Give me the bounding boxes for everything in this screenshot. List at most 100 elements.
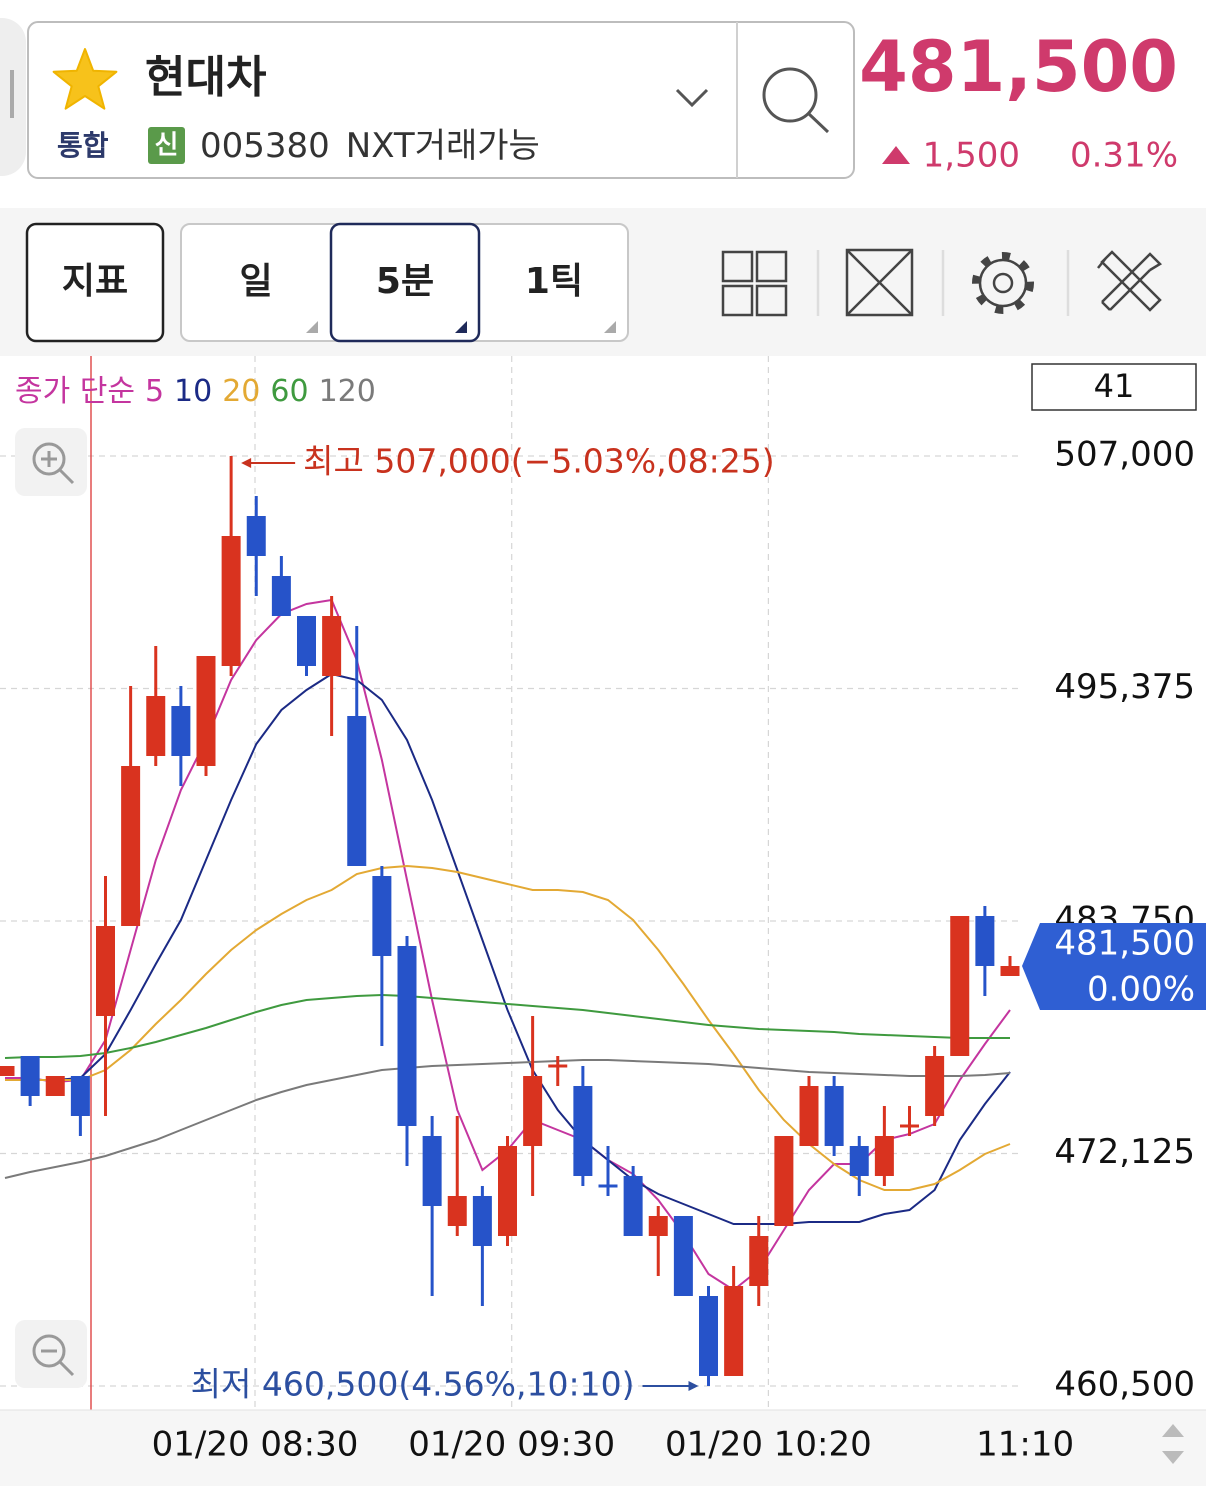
zoom-in-icon bbox=[32, 442, 66, 476]
period-buttons: 일 5분 1틱 bbox=[239, 261, 616, 333]
candle-body bbox=[347, 716, 367, 866]
legend-entry: 10 bbox=[174, 374, 212, 409]
candle-body bbox=[121, 766, 141, 926]
low-annotation: 최저 460,500(4.56%,10:10) bbox=[191, 1365, 635, 1404]
market-label: 통합 bbox=[57, 129, 109, 162]
legend-entry: 120 bbox=[319, 374, 376, 409]
period-button[interactable]: 5분 bbox=[376, 261, 434, 302]
stock-code: 005380 NXT거래가능 bbox=[200, 126, 540, 166]
up-arrow bbox=[882, 146, 910, 164]
candle-body bbox=[724, 1286, 744, 1376]
candle-body bbox=[774, 1136, 794, 1226]
legend-entry: 60 bbox=[270, 374, 308, 409]
x-tick-label: 01/20 09:30 bbox=[408, 1425, 615, 1465]
x-tick-label: 01/20 10:20 bbox=[665, 1425, 872, 1465]
y-tick-label: 472,125 bbox=[1054, 1132, 1195, 1172]
price-change: 1,500 bbox=[923, 136, 1020, 176]
zoom-in-icon-lines bbox=[41, 451, 75, 485]
candle-body bbox=[20, 1056, 40, 1096]
stock-name: 현대차 bbox=[145, 52, 266, 103]
scroll-down[interactable] bbox=[1162, 1451, 1184, 1464]
settings-icon-center bbox=[992, 272, 1014, 294]
moving-average-line bbox=[4, 993, 1010, 1059]
candle-body bbox=[975, 916, 995, 966]
search-box[interactable] bbox=[27, 21, 855, 179]
count-label: 41 bbox=[1094, 367, 1135, 405]
x-axis-bg bbox=[0, 1410, 1206, 1486]
last-change-label: 0.00% bbox=[1087, 970, 1195, 1010]
layout-icon-cell bbox=[721, 284, 754, 317]
candle-body bbox=[422, 1136, 442, 1206]
layout-icon[interactable] bbox=[721, 250, 754, 283]
indicator-label: 지표 bbox=[62, 261, 128, 302]
settings-icon[interactable] bbox=[972, 252, 1034, 314]
period-button[interactable]: 일 bbox=[239, 261, 272, 302]
period-selected bbox=[329, 222, 481, 343]
candle-body bbox=[849, 1146, 869, 1176]
zoom-out-icon-lines bbox=[41, 1349, 75, 1377]
candle-body bbox=[900, 1124, 919, 1128]
candle-body bbox=[799, 1086, 819, 1146]
period-button[interactable]: 1틱 bbox=[525, 261, 583, 302]
settings-icon-ring bbox=[978, 258, 1028, 308]
fullscreen-icon-line bbox=[846, 249, 913, 316]
candle-body bbox=[950, 916, 970, 1056]
tools-icon-wrench bbox=[1097, 250, 1162, 312]
chart-bg bbox=[0, 356, 1206, 1410]
last-price-tag bbox=[1022, 923, 1206, 1010]
zoom-in[interactable] bbox=[15, 428, 87, 496]
candle-body bbox=[472, 1196, 492, 1246]
scroll-up[interactable] bbox=[1162, 1424, 1184, 1437]
search-icon-handle bbox=[807, 112, 830, 134]
legend-entry: 20 bbox=[222, 374, 260, 409]
candle-body bbox=[623, 1176, 643, 1236]
candle-body bbox=[673, 1216, 693, 1296]
candle-body bbox=[447, 1196, 467, 1226]
moving-average-line bbox=[5, 864, 1011, 1191]
zoom-out[interactable] bbox=[15, 1320, 87, 1388]
price-change-rate: 0.31% bbox=[1070, 136, 1178, 176]
candle-body bbox=[45, 1076, 65, 1096]
candle-body bbox=[598, 1184, 618, 1188]
fullscreen-icon[interactable] bbox=[845, 248, 914, 317]
period-menu-corner bbox=[604, 321, 616, 333]
x-tick-label: 11:10 bbox=[976, 1425, 1074, 1465]
zoom-out-icon bbox=[32, 1334, 66, 1368]
x-axis: 01/20 08:30 01/20 09:30 01/20 10:20 11:10 bbox=[152, 1425, 1074, 1465]
candle-body bbox=[171, 706, 191, 756]
period-menu-corner bbox=[455, 321, 467, 333]
candle-body bbox=[271, 576, 291, 616]
legend-title: 종가 단순 bbox=[15, 374, 135, 409]
high-annotation: 최고 507,000(−5.03%,08:25) bbox=[303, 442, 775, 481]
plot bbox=[0, 456, 1020, 1386]
candle-body bbox=[824, 1086, 844, 1146]
count-box bbox=[1031, 363, 1197, 411]
stock-tag: NXT거래가능 bbox=[346, 126, 540, 166]
low-arrow-head bbox=[688, 1381, 699, 1391]
candle-body bbox=[246, 516, 266, 556]
candle-body bbox=[573, 1086, 593, 1176]
candle-body bbox=[322, 616, 342, 676]
moving-average-line bbox=[4, 1059, 1011, 1179]
x-tick-label: 01/20 08:30 bbox=[152, 1425, 359, 1465]
search-icon[interactable] bbox=[762, 67, 818, 123]
toolbar-icons bbox=[721, 248, 1163, 317]
y-tick-label: 460,500 bbox=[1054, 1365, 1195, 1405]
dropdown-chevron[interactable] bbox=[675, 88, 709, 108]
moving-average-line bbox=[5, 672, 1011, 1225]
candle-body bbox=[297, 616, 316, 666]
layout-icon-cell bbox=[755, 284, 788, 317]
candle-body bbox=[196, 656, 216, 766]
candle-body bbox=[648, 1216, 668, 1236]
candle-body bbox=[70, 1076, 90, 1116]
indicator-button[interactable] bbox=[25, 222, 165, 343]
candle-body bbox=[1000, 966, 1020, 976]
candle-body bbox=[749, 1236, 769, 1286]
last-price-label: 481,500 bbox=[1054, 924, 1195, 964]
legend: 종가 단순 5 10 20 60 120 bbox=[15, 374, 376, 409]
candle-body bbox=[523, 1076, 543, 1146]
candle-body bbox=[372, 876, 392, 956]
favorite-star[interactable] bbox=[52, 48, 118, 110]
